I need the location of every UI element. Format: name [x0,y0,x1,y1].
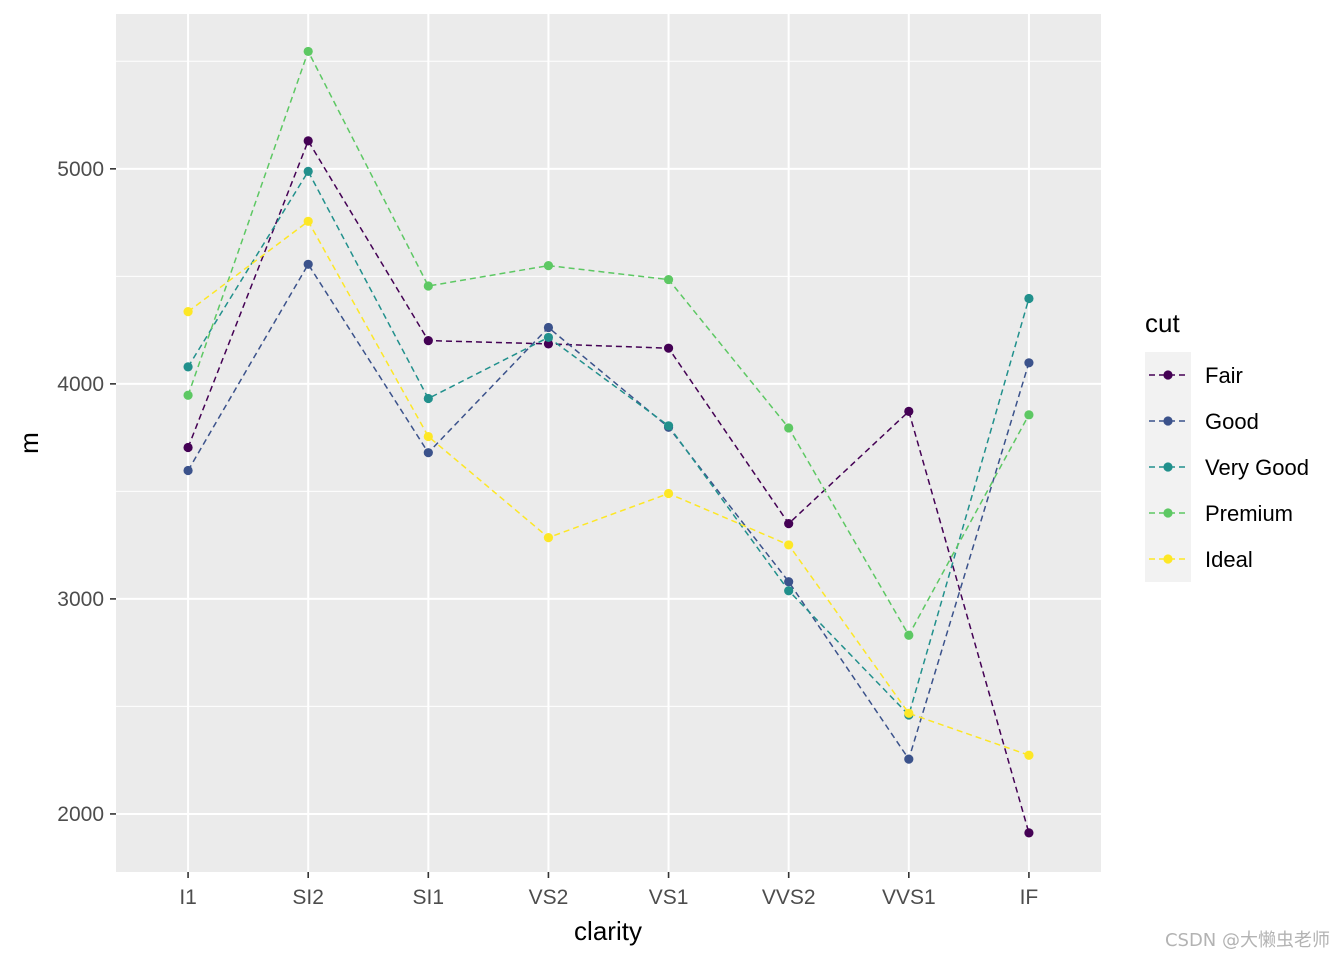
data-point-premium [423,281,433,291]
series-ideal [183,216,1034,760]
data-point-good [904,754,914,764]
data-point-fair [423,336,433,346]
legend-label: Premium [1205,501,1293,526]
grid-lines [116,14,1101,872]
y-tick-label: 4000 [57,373,104,396]
data-point-ideal [183,307,193,317]
data-point-good [303,259,313,269]
data-point-ideal [303,216,313,226]
legend-key-point [1163,554,1173,564]
data-point-fair [904,406,914,416]
y-tick-label: 5000 [57,158,104,181]
data-point-fair [1024,828,1034,838]
plot-panel [116,14,1101,872]
x-tick-label: IF [1020,886,1039,909]
data-point-fair [543,339,554,349]
legend-item-ideal: Ideal [1149,547,1253,572]
series-very-good [183,166,1034,720]
series-line-premium [187,49,1030,637]
data-point-ideal [663,488,674,499]
data-point-ideal [1024,750,1034,760]
data-point-ideal [543,533,554,543]
data-point-fair [784,519,794,529]
series-line-good [187,262,1030,761]
x-tick-label: VS1 [649,886,689,909]
data-point-ideal [784,540,794,550]
data-point-fair [303,136,313,146]
x-tick-label: VS2 [529,886,569,909]
data-point-good [1024,358,1034,368]
data-point-good [183,465,193,476]
series-layer [183,46,1034,838]
series-line-very-good [187,169,1030,717]
legend-label: Very Good [1205,455,1309,480]
data-point-fair [183,442,193,453]
data-point-premium [904,630,914,640]
series-fair [183,136,1034,838]
x-tick-label: VVS2 [762,886,816,909]
legend-title: cut [1145,308,1180,338]
data-point-ideal [423,431,433,442]
legend-key-point [1163,370,1173,380]
data-point-ideal [904,708,914,718]
data-point-very-good [423,393,433,404]
watermark-text: CSDN @大懒虫老师 [1164,930,1330,951]
axes: 2000 3000 4000 5000 I1 SI2 SI1 VS2 VS1 VVS2 VVS1 IF [57,158,1038,909]
legend-item-very-good: Very Good [1149,455,1309,480]
y-tick-label: 3000 [57,588,104,611]
legend-item-fair: Fair [1149,363,1243,388]
legend-label: Good [1205,409,1259,434]
data-point-good [784,577,794,587]
x-tick-label: SI1 [413,886,445,909]
data-point-very-good [303,166,313,177]
data-point-very-good [543,332,554,343]
data-point-good [543,322,554,333]
x-axis-title: clarity [574,916,642,946]
data-point-premium [784,423,794,433]
legend: cut Fair Good Very Good Premium Ideal [1145,308,1309,582]
legend-label: Ideal [1205,547,1253,572]
legend-label: Fair [1205,363,1243,388]
data-point-good [423,448,433,458]
legend-item-premium: Premium [1149,501,1293,526]
x-tick-label: SI2 [292,886,324,909]
legend-key-point [1163,462,1173,472]
series-line-ideal [187,220,1030,756]
x-tick-label: VVS1 [882,886,936,909]
y-tick-label: 2000 [57,803,104,826]
data-point-very-good [663,421,674,431]
data-point-premium [1024,410,1034,420]
data-point-very-good [784,586,794,596]
legend-item-good: Good [1149,409,1259,434]
data-point-premium [543,260,554,271]
data-point-fair [663,343,674,353]
legend-key-point [1163,508,1173,518]
y-axis-title: m [14,432,44,454]
legend-items: Fair Good Very Good Premium Ideal [1145,352,1309,582]
x-tick-label: I1 [179,886,197,909]
data-point-premium [303,46,313,57]
series-line-fair [187,139,1030,834]
data-point-premium [663,274,674,285]
series-premium [183,46,1034,640]
data-point-premium [183,390,193,400]
legend-key-point [1163,416,1173,426]
data-point-very-good [1024,293,1034,304]
data-point-very-good [183,362,193,372]
